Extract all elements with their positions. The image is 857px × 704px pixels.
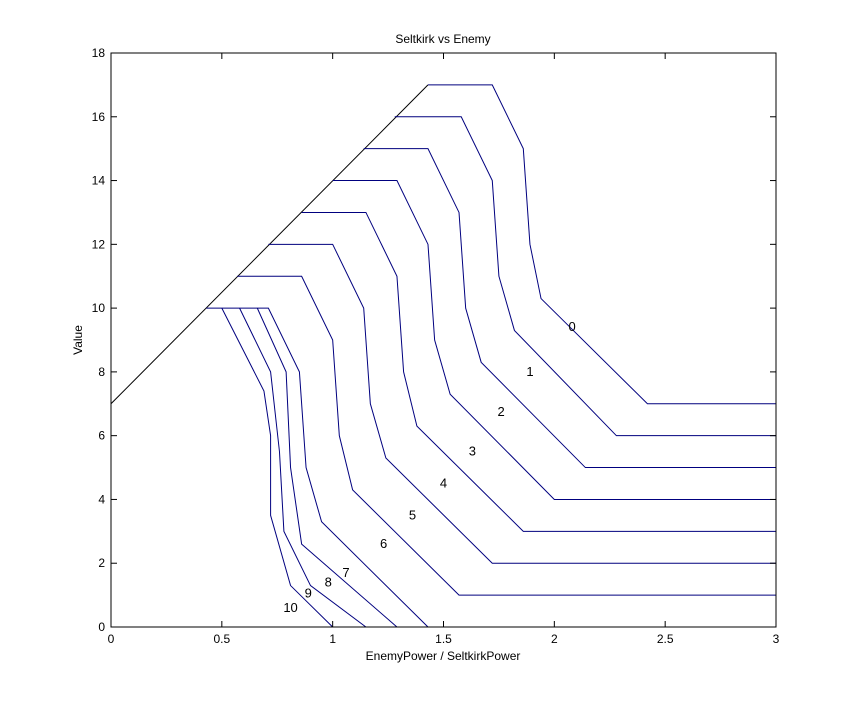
contour-label-4: 4 bbox=[440, 476, 447, 491]
contour-label-5: 5 bbox=[409, 507, 416, 522]
x-axis-label: EnemyPower / SeltkirkPower bbox=[366, 649, 521, 663]
y-tick-label: 14 bbox=[92, 174, 106, 188]
contour-label-7: 7 bbox=[342, 565, 349, 580]
x-tick-label: 2 bbox=[551, 632, 558, 646]
chart-title: Seltkirk vs Enemy bbox=[395, 32, 490, 46]
contour-line-9 bbox=[239, 307, 367, 628]
contour-line-5 bbox=[268, 243, 776, 564]
contour-label-0: 0 bbox=[568, 319, 575, 334]
x-tick-label: 1.5 bbox=[435, 632, 452, 646]
y-tick-label: 4 bbox=[98, 492, 105, 506]
x-tick-label: 1 bbox=[329, 632, 336, 646]
contour-line-6 bbox=[237, 275, 776, 596]
contour-label-1: 1 bbox=[526, 364, 533, 379]
plot-area: 0 1 2 3 4 5 6 789 10 bbox=[110, 84, 776, 628]
contour-label-2: 2 bbox=[498, 404, 505, 419]
x-tick-label: 2.5 bbox=[657, 632, 674, 646]
contour-label-3: 3 bbox=[469, 444, 476, 459]
x-tick-label: 3 bbox=[773, 632, 780, 646]
contour-label-10: 10 bbox=[283, 600, 297, 615]
y-tick-label: 18 bbox=[92, 46, 106, 60]
contour-line-0 bbox=[427, 84, 776, 405]
contour-line-2 bbox=[363, 148, 776, 469]
y-tick-label: 6 bbox=[98, 429, 105, 443]
contour-label-9: 9 bbox=[305, 586, 312, 601]
contour-line-1 bbox=[394, 116, 776, 437]
contour-label-6: 6 bbox=[380, 536, 387, 551]
contour-line-8 bbox=[256, 307, 398, 628]
y-tick-label: 2 bbox=[98, 556, 105, 570]
contour-line-3 bbox=[332, 180, 776, 500]
contour-line-7 bbox=[206, 307, 429, 628]
y-axis-label: Value bbox=[71, 325, 85, 355]
y-tick-label: 0 bbox=[98, 620, 105, 634]
y-tick-label: 12 bbox=[92, 237, 106, 251]
contour-line-10 bbox=[221, 307, 334, 628]
contour-line-4 bbox=[301, 211, 776, 532]
contour-label-8: 8 bbox=[325, 574, 332, 589]
y-tick-label: 10 bbox=[92, 301, 106, 315]
y-tick-label: 16 bbox=[92, 110, 106, 124]
x-tick-label: 0.5 bbox=[213, 632, 230, 646]
y-tick-label: 8 bbox=[98, 365, 105, 379]
x-tick-label: 0 bbox=[108, 632, 115, 646]
